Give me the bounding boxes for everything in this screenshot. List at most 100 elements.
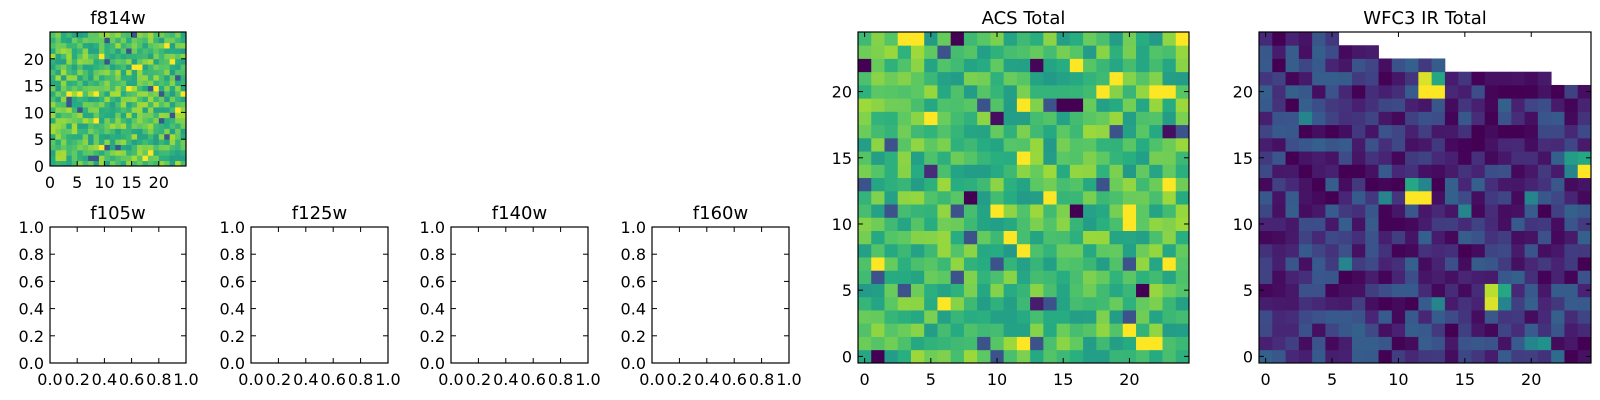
heatmap-cell (871, 151, 885, 165)
heatmap-cell (1069, 137, 1084, 152)
heatmap-cell (142, 123, 149, 129)
heatmap-cell (1175, 349, 1190, 364)
heatmap-cell (1325, 111, 1340, 126)
heatmap-cell (1043, 151, 1057, 165)
heatmap-cell (1391, 310, 1406, 324)
heatmap-cell (871, 164, 885, 179)
heatmap-cell (55, 128, 62, 135)
heatmap-cell (1391, 58, 1406, 73)
heatmap-cell (1122, 349, 1137, 364)
heatmap-cell (1083, 124, 1097, 139)
heatmap-cell (1577, 310, 1592, 324)
heatmap-cell (147, 85, 154, 92)
heatmap-cell (82, 117, 89, 124)
heatmap-cell (1537, 84, 1552, 99)
heatmap-cell (147, 58, 154, 65)
heatmap-cell (180, 133, 187, 140)
heatmap-cell (1096, 98, 1110, 112)
heatmap-cell (1378, 349, 1393, 364)
heatmap-cell (104, 149, 111, 156)
heatmap-cell (884, 71, 899, 86)
heatmap-cell (884, 323, 899, 337)
heatmap-cell (1577, 98, 1592, 112)
heatmap-cell (1056, 283, 1071, 298)
heatmap-cell (158, 74, 165, 81)
heatmap-cell (1136, 204, 1150, 218)
heatmap-cell (131, 48, 138, 54)
heatmap-cell (1043, 230, 1057, 245)
heatmap-cell (98, 107, 105, 113)
heatmap-cell (147, 155, 154, 162)
heatmap-cell (158, 85, 165, 92)
heatmap-cell (1162, 71, 1177, 86)
heatmap-cell (1259, 257, 1273, 271)
heatmap-cell (169, 117, 176, 124)
heatmap-cell (93, 37, 100, 44)
heatmap-cell (1003, 45, 1018, 59)
heatmap-cell (98, 37, 105, 44)
heatmap-cell (1030, 323, 1044, 337)
heatmap-cell (1312, 111, 1326, 126)
y-tick-label: 20 (832, 83, 852, 102)
heatmap-cell (1551, 217, 1565, 231)
heatmap-cell (1418, 151, 1433, 165)
heatmap-cell (120, 160, 127, 167)
heatmap-cell (1338, 84, 1353, 99)
heatmap-cell (1524, 111, 1539, 126)
heatmap-cell (1418, 98, 1433, 112)
heatmap-cell (1378, 243, 1393, 258)
heatmap-cell (1272, 137, 1286, 152)
heatmap-cell (137, 117, 143, 124)
heatmap-cell (180, 101, 187, 108)
heatmap-cell (950, 296, 965, 311)
heatmap-cell (1551, 151, 1565, 165)
heatmap-cell (60, 133, 67, 140)
heatmap-cell (55, 139, 62, 145)
heatmap-cell (1537, 230, 1552, 245)
heatmap-cell (1259, 270, 1273, 284)
heatmap-cell (950, 257, 965, 271)
heatmap-cell (147, 80, 154, 86)
heatmap-cell (858, 84, 872, 99)
heatmap-cell (104, 74, 111, 81)
heatmap-cell (1338, 58, 1353, 73)
heatmap-cell (884, 124, 899, 139)
heatmap-cell (990, 151, 1005, 165)
heatmap-cell (115, 133, 122, 140)
heatmap-cell (104, 139, 111, 145)
heatmap-cell (990, 45, 1005, 59)
heatmap-cell (1016, 164, 1031, 179)
heatmap-cell (1405, 230, 1419, 245)
heatmap-cell (1298, 283, 1313, 298)
heatmap-cell (1325, 230, 1340, 245)
heatmap-cell (1162, 151, 1177, 165)
heatmap-cell (50, 117, 56, 124)
heatmap-cell (115, 112, 122, 119)
heatmap-cell (77, 85, 84, 92)
heatmap-cell (115, 48, 122, 54)
heatmap-cell (71, 133, 78, 140)
heatmap-cell (169, 48, 176, 54)
heatmap-cell (1083, 270, 1097, 284)
heatmap-cell (963, 177, 978, 192)
heatmap-cell (1109, 243, 1124, 258)
heatmap-cell (120, 32, 127, 38)
heatmap-cell (858, 243, 872, 258)
heatmap-cell (1564, 98, 1579, 112)
heatmap-cell (1564, 283, 1579, 298)
heatmap-cell (1484, 151, 1499, 165)
heatmap-cell (910, 217, 925, 231)
heatmap-cell (169, 53, 176, 60)
heatmap-cell (1285, 124, 1300, 139)
heatmap-cell (1391, 177, 1406, 192)
heatmap-cell (1043, 58, 1057, 73)
heatmap-cell (1136, 71, 1150, 86)
heatmap-cell (164, 90, 171, 97)
heatmap-cell (126, 42, 132, 49)
heatmap-cell (142, 53, 149, 60)
heatmap-cell (1003, 270, 1018, 284)
heatmap-cell (897, 151, 912, 165)
heatmap-cell (50, 80, 56, 86)
heatmap-cell (1109, 296, 1124, 311)
heatmap-cell (1016, 243, 1031, 258)
